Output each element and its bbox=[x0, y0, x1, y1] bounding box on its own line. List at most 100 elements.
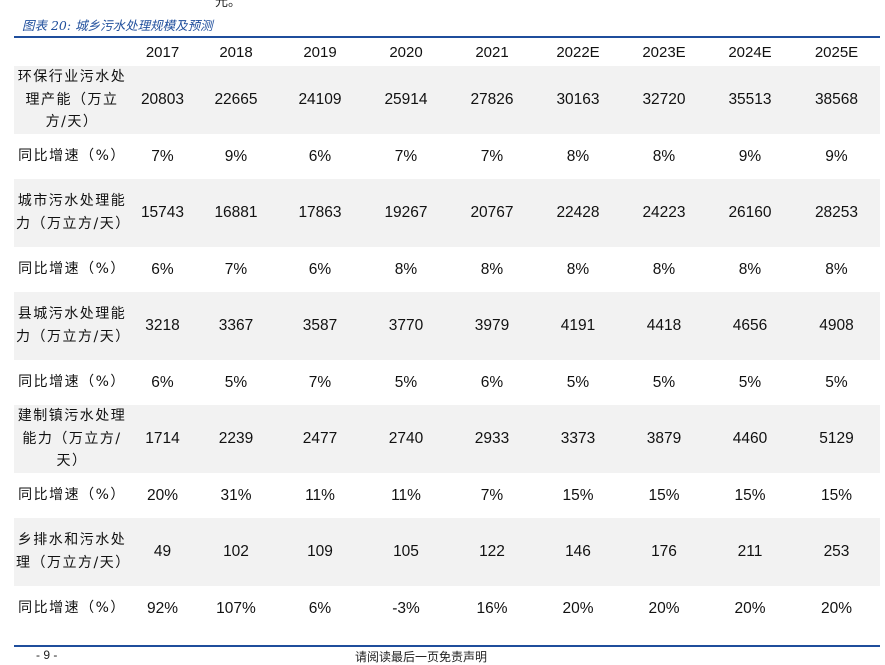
capacity-row: 环保行业污水处理产能（万立方/天） 20803 22665 24109 25914 278… bbox=[14, 66, 880, 134]
value-cell: 5% bbox=[535, 360, 621, 405]
value-cell: 4656 bbox=[707, 292, 793, 360]
row-label: 乡排水和污水处理（万立方/天） bbox=[14, 518, 130, 586]
value-cell: 6% bbox=[277, 134, 363, 179]
value-cell: 7% bbox=[363, 134, 449, 179]
value-cell: 6% bbox=[449, 360, 535, 405]
footer-divider bbox=[14, 645, 880, 647]
page-number: - 9 - bbox=[36, 648, 58, 662]
value-cell: 107% bbox=[195, 586, 277, 631]
value-cell: 92% bbox=[130, 586, 195, 631]
value-cell: 4460 bbox=[707, 405, 793, 473]
growth-rate-row: 同比增速（%） 6% 5% 7% 5% 6% 5% 5% 5% 5% bbox=[14, 360, 880, 405]
value-cell: 20% bbox=[621, 586, 707, 631]
value-cell: 20803 bbox=[130, 66, 195, 134]
value-cell: 5% bbox=[195, 360, 277, 405]
value-cell: 253 bbox=[793, 518, 880, 586]
value-cell: 6% bbox=[277, 586, 363, 631]
value-cell: -3% bbox=[363, 586, 449, 631]
value-cell: 4418 bbox=[621, 292, 707, 360]
value-cell: 20% bbox=[130, 473, 195, 518]
year-header-cell: 2017 bbox=[130, 38, 195, 66]
value-cell: 3879 bbox=[621, 405, 707, 473]
value-cell: 8% bbox=[621, 134, 707, 179]
value-cell: 2239 bbox=[195, 405, 277, 473]
row-label: 城市污水处理能力（万立方/天） bbox=[14, 179, 130, 247]
value-cell: 24223 bbox=[621, 179, 707, 247]
value-cell: 4191 bbox=[535, 292, 621, 360]
table-body: 环保行业污水处理产能（万立方/天） 20803 22665 24109 25914 278… bbox=[14, 66, 880, 631]
value-cell: 3979 bbox=[449, 292, 535, 360]
row-label: 环保行业污水处理产能（万立方/天） bbox=[14, 66, 130, 134]
year-header-cell: 2024E bbox=[707, 38, 793, 66]
value-cell: 3770 bbox=[363, 292, 449, 360]
growth-rate-row: 同比增速（%） 7% 9% 6% 7% 7% 8% 8% 9% 9% bbox=[14, 134, 880, 179]
value-cell: 9% bbox=[707, 134, 793, 179]
year-header-cell: 2019 bbox=[277, 38, 363, 66]
row-label: 同比增速（%） bbox=[14, 473, 130, 518]
value-cell: 2933 bbox=[449, 405, 535, 473]
growth-rate-row: 同比增速（%） 92% 107% 6% -3% 16% 20% 20% 20% 20% bbox=[14, 586, 880, 631]
value-cell: 122 bbox=[449, 518, 535, 586]
value-cell: 35513 bbox=[707, 66, 793, 134]
value-cell: 7% bbox=[449, 473, 535, 518]
value-cell: 7% bbox=[130, 134, 195, 179]
value-cell: 3373 bbox=[535, 405, 621, 473]
value-cell: 3587 bbox=[277, 292, 363, 360]
value-cell: 176 bbox=[621, 518, 707, 586]
year-header-cell: 2021 bbox=[449, 38, 535, 66]
value-cell: 7% bbox=[195, 247, 277, 292]
value-cell: 2740 bbox=[363, 405, 449, 473]
value-cell: 8% bbox=[449, 247, 535, 292]
value-cell: 211 bbox=[707, 518, 793, 586]
caption-divider bbox=[14, 36, 880, 38]
value-cell: 31% bbox=[195, 473, 277, 518]
value-cell: 20767 bbox=[449, 179, 535, 247]
value-cell: 3367 bbox=[195, 292, 277, 360]
capacity-row: 城市污水处理能力（万立方/天） 15743 16881 17863 19267 20767… bbox=[14, 179, 880, 247]
row-label: 同比增速（%） bbox=[14, 247, 130, 292]
value-cell: 27826 bbox=[449, 66, 535, 134]
value-cell: 3218 bbox=[130, 292, 195, 360]
value-cell: 8% bbox=[363, 247, 449, 292]
value-cell: 16881 bbox=[195, 179, 277, 247]
value-cell: 11% bbox=[277, 473, 363, 518]
table-header: 2017 2018 2019 2020 2021 2022E 2023E 2024E 2025E bbox=[14, 38, 880, 66]
disclaimer-note: 请阅读最后一页免责声明 bbox=[355, 650, 488, 664]
value-cell: 15% bbox=[535, 473, 621, 518]
value-cell: 26160 bbox=[707, 179, 793, 247]
value-cell: 8% bbox=[535, 247, 621, 292]
year-header-cell: 2018 bbox=[195, 38, 277, 66]
value-cell: 22428 bbox=[535, 179, 621, 247]
value-cell: 4908 bbox=[793, 292, 880, 360]
value-cell: 38568 bbox=[793, 66, 880, 134]
value-cell: 20% bbox=[535, 586, 621, 631]
figure-caption: 图表 20: 城乡污水处理规模及预测 bbox=[22, 18, 213, 33]
value-cell: 5% bbox=[793, 360, 880, 405]
capacity-row: 建制镇污水处理能力（万立方/天） 1714 2239 2477 2740 2933 3373… bbox=[14, 405, 880, 473]
value-cell: 6% bbox=[130, 247, 195, 292]
value-cell: 8% bbox=[535, 134, 621, 179]
value-cell: 5% bbox=[363, 360, 449, 405]
value-cell: 8% bbox=[621, 247, 707, 292]
value-cell: 5% bbox=[707, 360, 793, 405]
value-cell: 102 bbox=[195, 518, 277, 586]
row-label: 县城污水处理能力（万立方/天） bbox=[14, 292, 130, 360]
previous-text-fragment: 元。 bbox=[215, 0, 242, 10]
value-cell: 15% bbox=[707, 473, 793, 518]
header-row: 2017 2018 2019 2020 2021 2022E 2023E 2024E 2025E bbox=[14, 38, 880, 66]
value-cell: 8% bbox=[793, 247, 880, 292]
value-cell: 9% bbox=[793, 134, 880, 179]
value-cell: 20% bbox=[707, 586, 793, 631]
value-cell: 20% bbox=[793, 586, 880, 631]
value-cell: 16% bbox=[449, 586, 535, 631]
row-label: 同比增速（%） bbox=[14, 586, 130, 631]
value-cell: 109 bbox=[277, 518, 363, 586]
growth-rate-row: 同比增速（%） 20% 31% 11% 11% 7% 15% 15% 15% 15% bbox=[14, 473, 880, 518]
value-cell: 17863 bbox=[277, 179, 363, 247]
sewage-capacity-table: 2017 2018 2019 2020 2021 2022E 2023E 2024E 2025E… bbox=[14, 38, 880, 631]
year-header-cell: 2020 bbox=[363, 38, 449, 66]
capacity-row: 县城污水处理能力（万立方/天） 3218 3367 3587 3770 3979 4191 4… bbox=[14, 292, 880, 360]
value-cell: 24109 bbox=[277, 66, 363, 134]
value-cell: 146 bbox=[535, 518, 621, 586]
value-cell: 8% bbox=[707, 247, 793, 292]
